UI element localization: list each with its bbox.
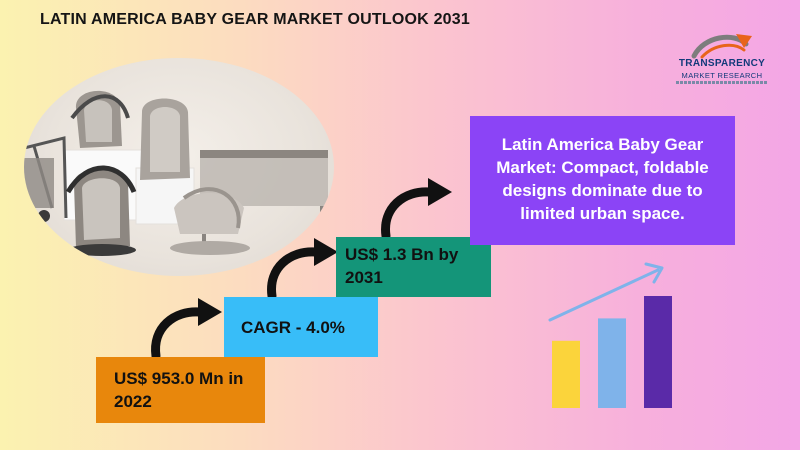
logo-subtitle: MARKET RESEARCH: [681, 71, 763, 80]
growth-chart-icon: [548, 262, 672, 408]
curved-arrow-icon: [151, 298, 222, 361]
curved-arrow-icon: [267, 238, 338, 301]
growth-bar: [598, 318, 626, 408]
end-value-box: US$ 1.3 Bn by 2031: [336, 237, 491, 297]
end-value-text: US$ 1.3 Bn by 2031: [345, 245, 459, 287]
logo-swoosh-icon: [691, 34, 752, 59]
start-value-box: US$ 953.0 Mn in 2022: [96, 357, 265, 423]
curved-arrow-icon: [381, 178, 452, 241]
highlight-text: Latin America Baby Gear Market: Compact,…: [496, 135, 709, 223]
cagr-text: CAGR - 4.0%: [241, 318, 345, 337]
start-value-text: US$ 953.0 Mn in 2022: [114, 369, 244, 411]
logo-tagline: [676, 81, 768, 84]
growth-bar: [552, 340, 580, 408]
growth-bar: [644, 296, 672, 408]
page-title: LATIN AMERICA BABY GEAR MARKET OUTLOOK 2…: [40, 11, 470, 28]
cagr-box: CAGR - 4.0%: [224, 297, 378, 357]
logo-name: TRANSPARENCY: [678, 58, 766, 69]
brand-logo: TRANSPARENCY MARKET RESEARCH: [672, 34, 772, 100]
growth-trend-line: [548, 268, 660, 322]
growth-arrowhead-icon: [644, 262, 664, 284]
highlight-box: Latin America Baby Gear Market: Compact,…: [470, 116, 735, 245]
baby-gear-illustration: [24, 90, 328, 256]
baby-gear-photo: [24, 58, 334, 276]
